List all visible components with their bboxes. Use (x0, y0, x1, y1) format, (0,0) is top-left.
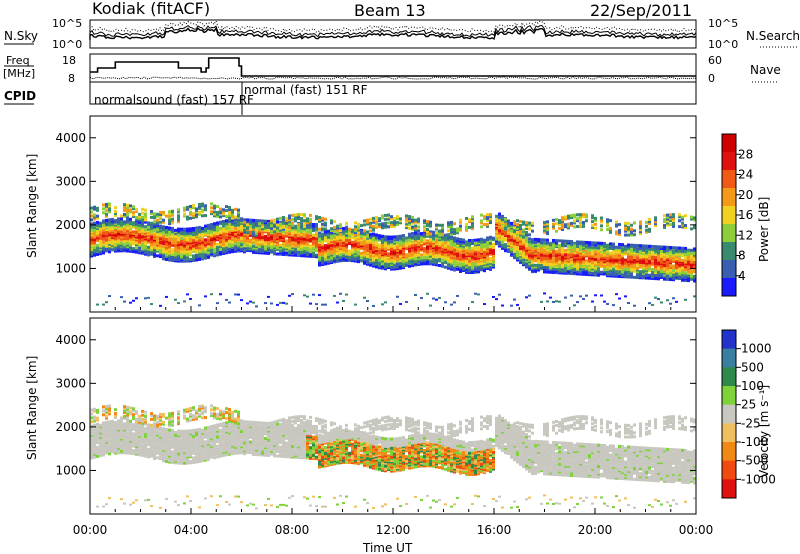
cpid-panel: CPID normalsound (fast) 157 RF normal (f… (4, 81, 697, 115)
colorbar-swatch (722, 260, 736, 279)
time-axis: 00:00 04:00 08:00 12:00 16:00 20:00 00:00 (73, 306, 714, 537)
colorbar-tick-label: 100 (741, 379, 764, 393)
noise-panel: N.Sky 10^5 10^0 10^5 10^0 N.Search (4, 17, 800, 51)
colorbar-swatch (722, 330, 736, 350)
noise-left-tick-bottom: 10^0 (52, 38, 82, 51)
colorbar-swatch (722, 224, 736, 243)
power-colorbar: 4 8 12 16 20 24 28 (721, 133, 753, 297)
colorbar-swatch (722, 442, 736, 462)
time-axis-label: Time UT (362, 541, 413, 554)
colorbar-swatch (722, 152, 736, 171)
range-tick-label: 1000 (55, 463, 86, 477)
noise-search-line (89, 24, 697, 38)
nave-line (89, 76, 697, 80)
cpid-segment-2: normal (fast) 151 RF (244, 83, 368, 97)
noise-right-tick-bottom: 10^0 (708, 38, 738, 51)
range-tick-label: 1000 (55, 261, 86, 275)
colorbar-swatch (722, 242, 736, 261)
time-tick-label: 00:00 (73, 523, 108, 537)
freq-tick-top: 18 (62, 54, 76, 67)
range-tick-label: 4000 (55, 131, 86, 145)
freq-tick-bottom: 8 (68, 72, 75, 85)
range-tick-label: 4000 (55, 333, 86, 347)
time-tick-label: 08:00 (275, 523, 310, 537)
colorbar-tick-label: 1000 (741, 342, 772, 356)
colorbar-swatch (722, 386, 736, 406)
colorbar-swatch (722, 460, 736, 480)
frequency-line (90, 57, 696, 77)
beam-title: Beam 13 (354, 1, 426, 20)
colorbar-tick-label: -1000 (741, 472, 776, 486)
noise-search-dotted-line (89, 19, 697, 33)
time-tick-label: 20:00 (578, 523, 613, 537)
power-colorbar-label: Power [dB] (757, 197, 771, 262)
velocity-panel: 1000 2000 3000 4000 Slant Range [km] 1000 50… (25, 317, 776, 515)
nsearch-label: N.Search (746, 29, 800, 43)
noise-left-tick-top: 10^5 (52, 17, 82, 30)
colorbar-swatch (722, 423, 736, 443)
colorbar-swatch (722, 404, 736, 424)
date-title: 22/Sep/2011 (590, 1, 692, 20)
colorbar-tick-label: 20 (738, 188, 753, 202)
noise-right-tick-top: 10^5 (708, 17, 738, 30)
range-tick-label: 3000 (55, 174, 86, 188)
colorbar-tick-label: -100 (741, 435, 768, 449)
colorbar-tick-label: 500 (741, 360, 764, 374)
range-tick-label: 3000 (55, 376, 86, 390)
colorbar-tick-label: 16 (738, 208, 753, 222)
colorbar-swatch (722, 206, 736, 225)
colorbar-swatch (722, 134, 736, 153)
colorbar-tick-label: 28 (738, 147, 753, 161)
range-tick-label: 2000 (55, 218, 86, 232)
velocity-ylabel: Slant Range [km] (25, 356, 39, 460)
noise-sky-line (89, 26, 697, 40)
colorbar-tick-label: 12 (738, 228, 753, 242)
colorbar-swatch (722, 348, 736, 368)
colorbar-tick-label: 4 (738, 269, 746, 283)
time-tick-label: 12:00 (376, 523, 411, 537)
colorbar-swatch (722, 367, 736, 387)
freq-panel: Freq [MHz] 18 8 60 0 Nave (3, 53, 781, 85)
freq-unit-label: [MHz] (3, 67, 35, 80)
cpid-label: CPID (4, 89, 36, 103)
colorbar-swatch (722, 170, 736, 189)
range-tick-label: 2000 (55, 420, 86, 434)
velocity-colorbar-label: Velocity [m s⁻¹] (757, 385, 771, 478)
time-tick-label: 04:00 (174, 523, 209, 537)
cpid-segment-1: normalsound (fast) 157 RF (94, 93, 254, 107)
nave-label: Nave (750, 63, 781, 77)
nsky-label: N.Sky (4, 29, 38, 43)
power-panel: 1000 2000 3000 4000 Slant Range [km] 4 8 12 16… (25, 115, 771, 313)
colorbar-frame (721, 329, 737, 499)
colorbar-swatch (722, 278, 736, 297)
colorbar-tick-label: 24 (738, 168, 753, 182)
freq-label: Freq (6, 54, 30, 67)
time-tick-label: 16:00 (477, 523, 512, 537)
colorbar-tick-label: -500 (741, 454, 768, 468)
velocity-colorbar: 1000 500 100 25 -25 -100 -500 -1000 (721, 329, 776, 499)
power-ylabel: Slant Range [km] (25, 154, 39, 258)
station-title: Kodiak (fitACF) (92, 0, 210, 18)
colorbar-tick-label: 8 (738, 249, 746, 263)
nave-tick-top: 60 (708, 54, 722, 67)
colorbar-tick-label: -25 (741, 416, 761, 430)
colorbar-swatch (722, 188, 736, 207)
nave-tick-bottom: 0 (708, 72, 715, 85)
colorbar-tick-label: 25 (741, 398, 756, 412)
colorbar-swatch (722, 479, 736, 499)
time-tick-label: 00:00 (679, 523, 714, 537)
